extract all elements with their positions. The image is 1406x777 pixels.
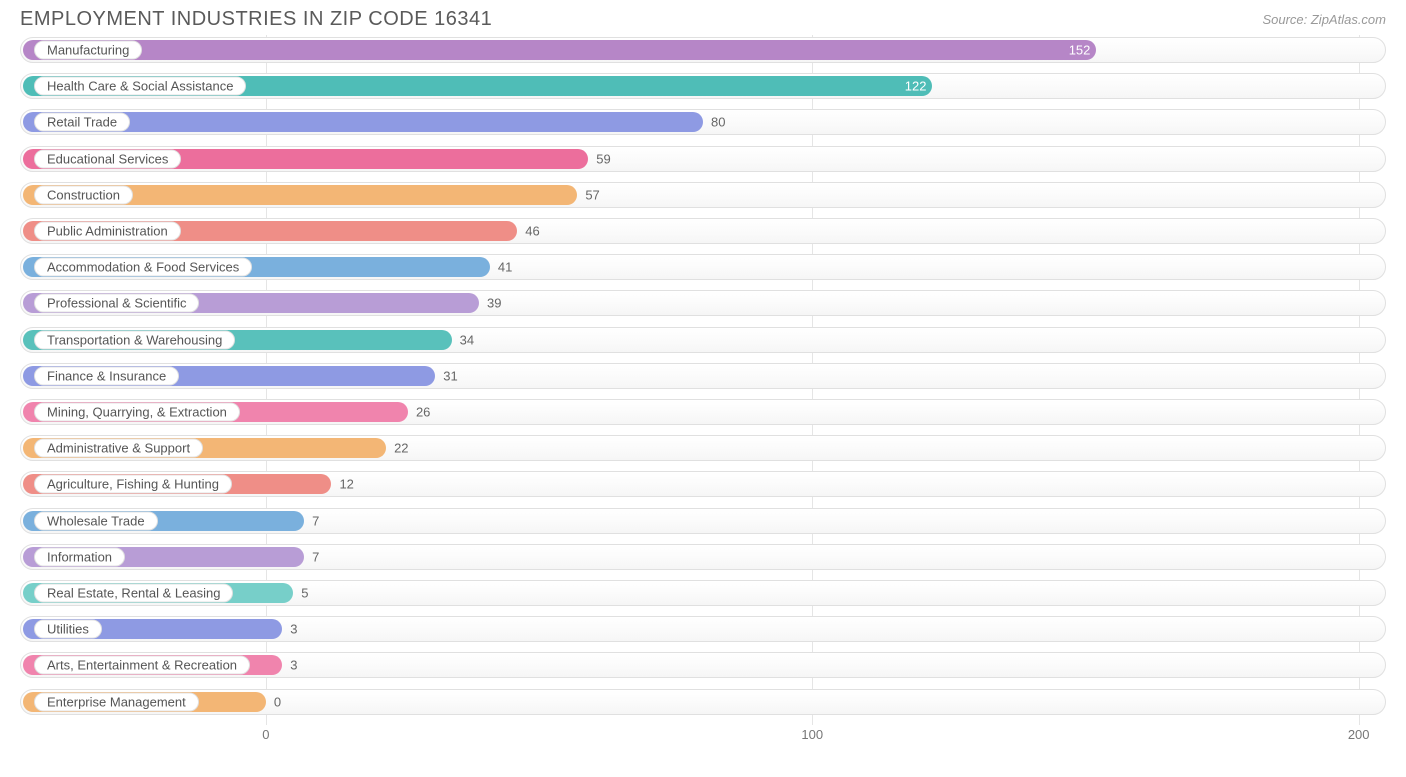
bar-value-label: 59: [596, 151, 610, 166]
bar-category-pill: Construction: [34, 185, 133, 204]
bar-value-label: 41: [498, 260, 512, 275]
source-prefix: Source:: [1262, 12, 1310, 27]
bar-category-pill: Manufacturing: [34, 41, 142, 60]
bar-row: Utilities 3: [20, 614, 1386, 644]
bar-value-label: 31: [443, 368, 457, 383]
bar-value-label: 7: [312, 549, 319, 564]
x-axis-tick-label: 0: [262, 727, 269, 742]
bar-category-pill: Educational Services: [34, 149, 181, 168]
bar-category-pill: Transportation & Warehousing: [34, 330, 235, 349]
bar-row: Construction 57: [20, 180, 1386, 210]
bar-category-pill: Public Administration: [34, 222, 181, 241]
x-axis-tick-label: 200: [1348, 727, 1370, 742]
bar-category-pill: Wholesale Trade: [34, 511, 158, 530]
bar-category-pill: Administrative & Support: [34, 439, 203, 458]
source-name: ZipAtlas.com: [1311, 12, 1386, 27]
bar-category-pill: Agriculture, Fishing & Hunting: [34, 475, 232, 494]
bar-row: Transportation & Warehousing 34: [20, 325, 1386, 355]
bar-value-label: 80: [711, 115, 725, 130]
chart-container: 0 100 200 Manufacturing 152 Health Care & Soc…: [0, 35, 1406, 765]
bar-value-label: 46: [525, 224, 539, 239]
bar-row: Enterprise Management 0: [20, 687, 1386, 717]
x-axis-tick-label: 100: [801, 727, 823, 742]
bar: [23, 40, 1096, 60]
bar-category-pill: Utilities: [34, 620, 102, 639]
bar-row: Real Estate, Rental & Leasing 5: [20, 578, 1386, 608]
bar-row: Retail Trade 80: [20, 107, 1386, 137]
bar-value-label: 7: [312, 513, 319, 528]
bar-value-label: 5: [301, 586, 308, 601]
bar-category-pill: Information: [34, 547, 125, 566]
bar-value-label: 12: [339, 477, 353, 492]
bar-category-pill: Real Estate, Rental & Leasing: [34, 584, 233, 603]
bar-row: Manufacturing 152: [20, 35, 1386, 65]
bar-value-label: 122: [892, 79, 926, 94]
bar-value-label: 0: [274, 694, 281, 709]
bar-value-label: 152: [1056, 43, 1090, 58]
bar-value-label: 57: [585, 187, 599, 202]
bar-row: Educational Services 59: [20, 144, 1386, 174]
bar-value-label: 34: [460, 332, 474, 347]
bar-row: Administrative & Support 22: [20, 433, 1386, 463]
bar-row: Agriculture, Fishing & Hunting 12: [20, 469, 1386, 499]
bar-category-pill: Retail Trade: [34, 113, 130, 132]
bar-value-label: 26: [416, 405, 430, 420]
bar-row: Accommodation & Food Services 41: [20, 252, 1386, 282]
bar-category-pill: Professional & Scientific: [34, 294, 199, 313]
bar-row: Finance & Insurance 31: [20, 361, 1386, 391]
bar-row: Information 7: [20, 542, 1386, 572]
chart-title: EMPLOYMENT INDUSTRIES IN ZIP CODE 16341: [20, 8, 492, 31]
bar-row: Mining, Quarrying, & Extraction 26: [20, 397, 1386, 427]
bar-row: Professional & Scientific 39: [20, 288, 1386, 318]
bar-value-label: 39: [487, 296, 501, 311]
bar-category-pill: Arts, Entertainment & Recreation: [34, 656, 250, 675]
bar-category-pill: Accommodation & Food Services: [34, 258, 252, 277]
bar-row: Public Administration 46: [20, 216, 1386, 246]
bar-value-label: 3: [290, 658, 297, 673]
chart-plot: 0100200Manufacturing152Health Care & Soc…: [20, 35, 1386, 725]
bar-value-label: 3: [290, 622, 297, 637]
bar-category-pill: Mining, Quarrying, & Extraction: [34, 403, 240, 422]
bar-category-pill: Enterprise Management: [34, 692, 199, 711]
chart-source: Source: ZipAtlas.com: [1262, 12, 1386, 27]
bar-row: Arts, Entertainment & Recreation 3: [20, 650, 1386, 680]
bar-category-pill: Finance & Insurance: [34, 366, 179, 385]
bar-row: Wholesale Trade 7: [20, 506, 1386, 536]
bar-row: Health Care & Social Assistance 122: [20, 71, 1386, 101]
chart-header: EMPLOYMENT INDUSTRIES IN ZIP CODE 16341 …: [0, 0, 1406, 35]
bar-value-label: 22: [394, 441, 408, 456]
bar-category-pill: Health Care & Social Assistance: [34, 77, 246, 96]
